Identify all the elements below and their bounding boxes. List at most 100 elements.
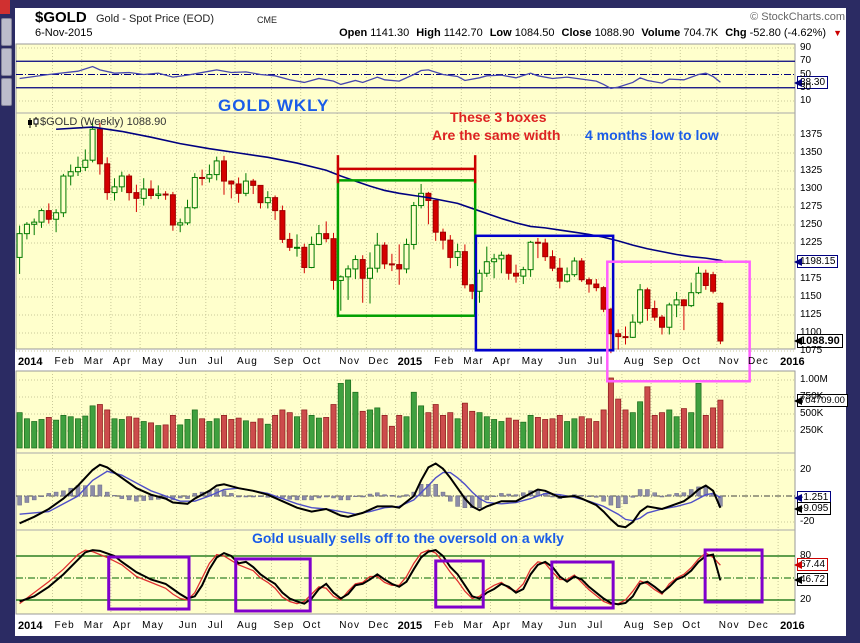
quote-label: Chg (725, 27, 747, 39)
y-axis-tick-label: 1225 (800, 237, 823, 248)
stoch-red-value-box: 67.44 (797, 558, 829, 571)
annotation-three-boxes: These 3 boxes (450, 109, 547, 125)
x-axis-month-label: Jul (207, 620, 224, 631)
x-axis-month-label: Sep (273, 620, 295, 631)
x-axis-month-label: Jun (178, 356, 198, 367)
x-axis-month-label: Mar (463, 356, 484, 367)
sidebar-button-icon[interactable] (1, 48, 12, 76)
y-axis-tick-label: 70 (800, 55, 812, 67)
sidebar-button-icon[interactable] (1, 18, 12, 46)
x-axis-month-label: Feb (434, 620, 455, 631)
close-value-box: 1088.90 (797, 334, 843, 348)
candlestick-icon (28, 117, 39, 128)
y-axis-tick-label: 20 (800, 593, 812, 605)
x-axis-month-label: Nov (718, 620, 740, 631)
quote-label: Open (339, 27, 368, 39)
x-axis-month-label: Feb (54, 620, 75, 631)
copyright: © StockCharts.com (750, 11, 845, 23)
x-axis-month-label: Mar (83, 356, 104, 367)
x-axis-month-label: Dec (368, 620, 390, 631)
osc-black-value-box: -9.095 (797, 502, 832, 515)
y-axis-tick-label: 1375 (800, 129, 823, 140)
y-axis-tick-label: 250K (800, 425, 824, 436)
gold-wkly-label: GOLD WKLY (218, 96, 330, 115)
chart-legend: $GOLD (Weekly) 1088.90 (40, 116, 167, 128)
x-axis-month-label: Nov (718, 356, 740, 367)
x-axis-month-label: 2014 (18, 356, 43, 368)
x-axis-month-label: Jun (558, 620, 578, 631)
x-axis-month-label: 2016 (780, 620, 805, 632)
pink-box (606, 260, 751, 383)
y-axis-tick-label: 20 (800, 464, 812, 475)
quote-value: 1084.50 (514, 27, 555, 39)
x-axis-month-label: Apr (112, 620, 132, 631)
chart-date: 6-Nov-2015 (35, 27, 93, 39)
x-axis-month-label: Aug (237, 620, 258, 631)
y-axis-tick-label: 1075 (800, 345, 823, 356)
y-axis-tick-label: 80 (800, 550, 812, 561)
blue-box (474, 234, 615, 352)
x-axis-month-label: Jul (587, 356, 604, 367)
quote-value: 704.7K (683, 27, 719, 39)
x-axis-month-label: 2015 (397, 356, 423, 368)
x-axis-month-label: Aug (237, 356, 258, 367)
x-axis-month-label: May (521, 620, 544, 631)
y-axis-tick-label: 10 (800, 95, 812, 106)
down-triangle-icon[interactable]: ▼ (833, 28, 842, 38)
x-axis-month-label: Sep (653, 620, 674, 631)
x-axis-month-label: 2016 (780, 356, 805, 368)
symbol-name: Gold - Spot Price (EOD) (96, 13, 214, 25)
y-axis-tick-label: 1325 (800, 165, 823, 176)
red-tab-icon[interactable] (0, 0, 10, 14)
x-axis-month-label: Jul (207, 356, 224, 367)
y-axis-tick-label: 1250 (800, 219, 823, 230)
x-axis-month-label: 2015 (397, 620, 423, 632)
x-axis-month-label: Sep (273, 356, 295, 367)
sidebar-button-icon[interactable] (1, 78, 12, 106)
y-axis-tick-label: 1350 (800, 147, 823, 158)
y-axis-tick-label: 90 (800, 42, 812, 53)
y-axis-tick-label: 30 (800, 81, 812, 93)
quote-value: -52.80 (-4.62%) (749, 27, 827, 39)
x-axis-month-label: Nov (339, 356, 360, 367)
x-axis-month-label: Oct (302, 356, 322, 367)
x-axis-month-label: Apr (492, 620, 512, 631)
exchange-label: CME (257, 15, 277, 25)
x-axis-month-label: Feb (434, 356, 455, 367)
x-axis-month-label: Dec (368, 356, 390, 367)
ma-value-box: 1198.15 (797, 255, 839, 268)
annotation-oversold-note: Gold usually sells off to the oversold o… (252, 530, 564, 546)
rsi-value-box: 38.30 (797, 76, 829, 89)
y-axis-tick-label: 1100 (800, 327, 822, 338)
y-axis-tick-label: 1300 (800, 183, 823, 194)
y-axis-tick-label: 1175 (800, 273, 822, 284)
x-axis-month-label: Apr (112, 356, 132, 367)
y-axis-tick-label: 50 (800, 68, 812, 80)
x-axis-month-label: May (521, 356, 544, 367)
x-axis-month-label: Oct (682, 620, 701, 631)
y-axis-tick-label: 1125 (800, 309, 822, 320)
x-axis-month-label: Feb (54, 356, 75, 367)
x-axis-month-label: Nov (339, 620, 360, 631)
annotation-same-width: Are the same width (432, 127, 561, 143)
quote-label: Volume (641, 27, 681, 39)
y-axis-tick-label: -20 (800, 516, 815, 527)
quote-row: Open 1141.30 High 1142.70 Low 1084.50 Close… (339, 27, 842, 39)
y-axis-tick-label: 1150 (800, 291, 822, 302)
quote-value: 1142.70 (443, 27, 483, 39)
x-axis-month-label: Apr (492, 356, 512, 367)
x-axis-month-label: Jun (178, 620, 198, 631)
quote-label: High (416, 27, 441, 39)
quote-value: 1141.30 (370, 27, 410, 39)
y-axis-tick-label: 500K (800, 408, 824, 419)
quote-value: 1088.90 (594, 27, 635, 39)
x-axis-month-label: May (142, 356, 164, 367)
x-axis-month-label: Mar (83, 620, 104, 631)
x-axis-month-label: Aug (623, 620, 645, 631)
x-axis-month-label: Dec (748, 620, 769, 631)
x-axis-month-label: Aug (623, 356, 645, 367)
x-axis-month-label: Jun (558, 356, 578, 367)
y-axis-tick-label: 750K (800, 391, 824, 402)
